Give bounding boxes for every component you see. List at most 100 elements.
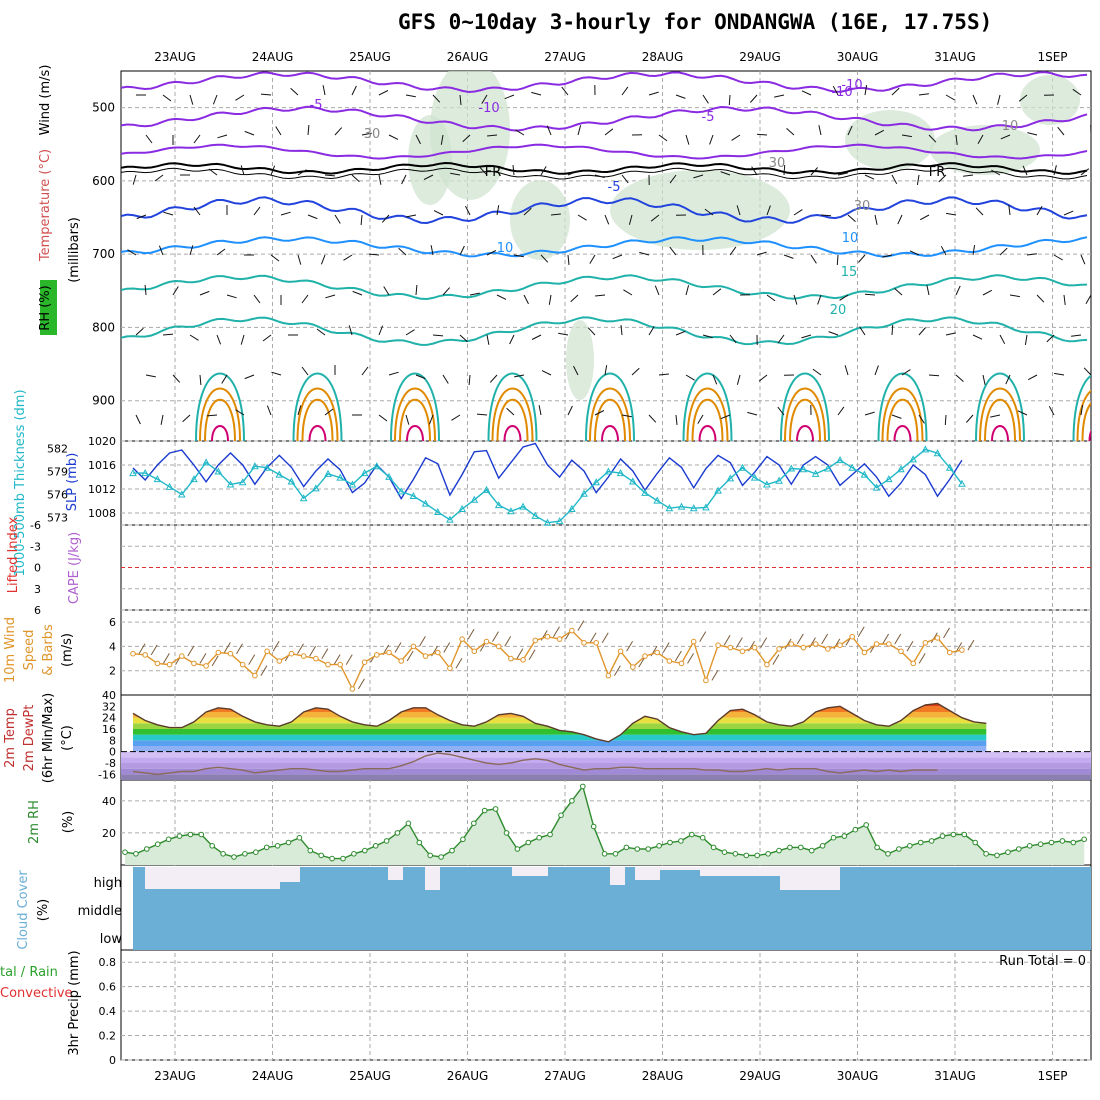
low-level-temp-contour: [893, 425, 912, 441]
wind-barb: [523, 294, 529, 305]
wind-barb: [401, 174, 407, 185]
wind-speed-series-point: [593, 640, 600, 646]
wind-barb: [1024, 334, 1028, 345]
wind-barb: [997, 94, 1001, 105]
rh-series-point: [154, 841, 161, 848]
wind-barb: [891, 174, 898, 185]
wind-barb: [712, 288, 722, 296]
slp-series-line: [132, 442, 963, 500]
wind-barb: [383, 286, 390, 296]
rh-series-point: [907, 843, 913, 849]
rh-shading: [566, 320, 594, 400]
wind-barb: [648, 326, 655, 336]
wind-barb-10m: [882, 633, 890, 645]
rh-series-point: [678, 838, 684, 844]
wind-barb-10m: [223, 642, 231, 653]
wind-speed-series-point: [252, 672, 258, 679]
rh-series-point: [176, 833, 183, 839]
thickness-series-point: [738, 463, 747, 471]
wind-barb: [837, 172, 848, 176]
wind-barb-10m: [638, 656, 646, 668]
wind-barb: [348, 325, 353, 336]
wind-barb: [623, 289, 633, 296]
wind-barb: [1027, 132, 1038, 136]
wind-barb: [489, 374, 498, 383]
wind-barb: [926, 285, 930, 296]
date-label-bottom: 1SEP: [1037, 1069, 1067, 1083]
wind-barb: [786, 128, 795, 136]
wind-barb: [812, 368, 822, 376]
rh-series-point: [994, 852, 1000, 859]
contour-label: 10: [497, 241, 514, 256]
thickness-series-point: [287, 477, 296, 485]
rh-series-point: [863, 822, 870, 828]
rh-legend-swatch: [40, 280, 57, 335]
cloud-gap: [610, 867, 625, 885]
wind-barb-10m: [772, 654, 780, 665]
wind-barb: [280, 211, 291, 216]
wind-tick-label: 4: [109, 640, 116, 653]
wind-barb: [1027, 374, 1038, 381]
wind-barb: [750, 94, 758, 103]
thickness-series-point: [677, 502, 686, 510]
wind-speed-series-point: [313, 655, 319, 662]
wind-barb: [216, 334, 222, 345]
rh-series-point: [263, 844, 270, 851]
wind-barb-10m: [187, 645, 195, 657]
wind-barb: [946, 212, 957, 216]
wind-barb: [154, 174, 164, 182]
thickness-series-point: [312, 484, 320, 492]
wind-barb-10m: [674, 650, 682, 662]
low-level-temp-contour: [1072, 374, 1091, 441]
wind-barb: [538, 405, 542, 416]
wind-barb: [648, 414, 657, 423]
wind-barb: [226, 294, 237, 299]
wind-barb: [975, 207, 984, 216]
wind-speed-series-point: [569, 627, 575, 634]
rh-series-point: [1081, 836, 1087, 843]
lifted-tick-label: 3: [34, 583, 41, 596]
low-level-temp-contour: [601, 425, 619, 441]
thickness-series-point: [811, 469, 820, 477]
temp-contour-minus5: [121, 105, 1088, 132]
wind-barb: [1063, 294, 1066, 305]
date-label-top: 24AUG: [252, 50, 294, 64]
thickness-axis-label: 1000-500mb Thickness (dm): [13, 389, 28, 576]
thickness-series-point: [604, 467, 613, 475]
rh-series-point: [471, 820, 477, 827]
wind-barb: [675, 330, 686, 336]
cloud-gap: [245, 867, 280, 889]
date-label-bottom: 25AUG: [349, 1069, 391, 1083]
rh-shading: [408, 115, 452, 205]
thickness-series-point: [580, 489, 588, 497]
wind-barb: [999, 334, 1006, 345]
date-label-top: 29AUG: [739, 50, 781, 64]
wind-barb: [567, 254, 570, 265]
wind-barb-10m: [528, 649, 536, 661]
temp2m-series-line: [132, 702, 987, 743]
wind-speed-series-point: [642, 653, 648, 659]
wind-barb: [1009, 294, 1020, 298]
wind-barb: [378, 325, 384, 336]
wind-barb: [351, 85, 357, 96]
wind-speed-series-point: [130, 650, 136, 657]
thickness-series-point: [823, 464, 832, 472]
wind-barb: [442, 374, 449, 384]
wind-barb: [729, 246, 737, 256]
wind-barb: [612, 254, 623, 260]
wind-barb: [859, 326, 866, 336]
wind-speed-series-point: [727, 644, 734, 651]
wind-speed-series-point: [605, 672, 612, 679]
rh-series-point: [340, 855, 346, 862]
thickness-series-point: [555, 517, 564, 525]
wind-speed-series-point: [690, 638, 697, 645]
contour-label: 10: [1002, 119, 1019, 134]
thickness-series-point: [872, 483, 881, 491]
temp-color-band: [133, 706, 987, 712]
dewpoint-series-line: [132, 752, 938, 776]
temperature-axis-label: Temperature (°C): [38, 149, 53, 262]
wind-barb: [1000, 134, 1011, 140]
lifted-index-label: Lifted Index: [6, 516, 21, 593]
wind-barb: [388, 371, 399, 376]
wind-barb: [810, 254, 817, 264]
